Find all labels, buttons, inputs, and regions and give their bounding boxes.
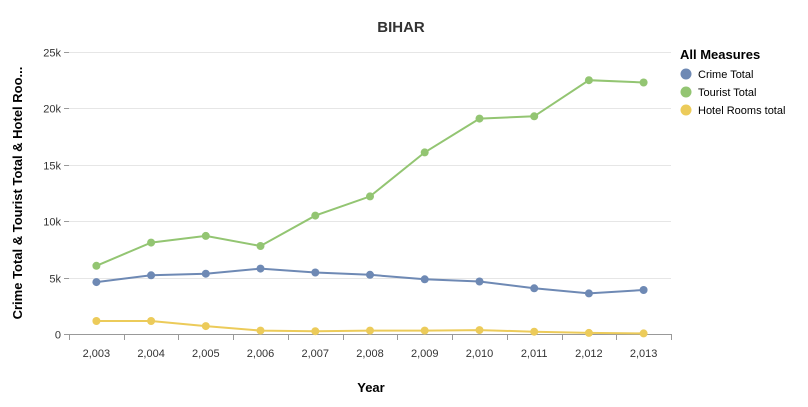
- data-point[interactable]: [366, 326, 374, 335]
- series-layer: [92, 76, 648, 338]
- chart-title: BIHAR: [377, 19, 425, 36]
- data-point[interactable]: [639, 286, 648, 294]
- x-tick-label: 2,013: [630, 348, 658, 360]
- x-tick-label: 2,004: [137, 348, 165, 360]
- data-point[interactable]: [92, 261, 101, 270]
- data-point[interactable]: [475, 277, 484, 286]
- data-point[interactable]: [420, 148, 429, 157]
- y-tick-label: 5k: [49, 274, 61, 286]
- data-point[interactable]: [201, 231, 210, 240]
- data-point[interactable]: [639, 329, 648, 338]
- x-tick-label: 2,011: [521, 348, 548, 360]
- data-point[interactable]: [530, 284, 539, 293]
- y-tick-label: 25k: [43, 48, 61, 60]
- x-tick-label: 2,008: [356, 348, 384, 360]
- data-point[interactable]: [92, 317, 101, 325]
- data-point[interactable]: [475, 114, 484, 123]
- x-tick-label: 2,012: [575, 348, 603, 360]
- data-point[interactable]: [256, 242, 265, 250]
- y-tick-label: 20k: [43, 104, 61, 116]
- legend-label: Crime Total: [698, 69, 753, 81]
- legend-title: All Measures: [680, 47, 760, 62]
- data-point[interactable]: [147, 271, 156, 280]
- x-tick-label: 2,009: [411, 348, 439, 360]
- y-tick-label: 10k: [43, 217, 61, 229]
- data-point[interactable]: [639, 78, 648, 87]
- data-point[interactable]: [147, 317, 156, 325]
- legend-label: Tourist Total: [698, 87, 757, 99]
- data-point[interactable]: [366, 192, 374, 201]
- data-point[interactable]: [420, 275, 429, 284]
- data-point[interactable]: [311, 211, 320, 220]
- data-point[interactable]: [147, 238, 156, 247]
- data-point[interactable]: [92, 278, 101, 287]
- x-tick-label: 2,010: [466, 348, 494, 360]
- legend-marker: [680, 104, 692, 116]
- data-point[interactable]: [530, 112, 539, 121]
- data-point[interactable]: [530, 327, 539, 336]
- data-point[interactable]: [311, 268, 320, 277]
- data-point[interactable]: [475, 326, 484, 335]
- x-axis-title: Year: [357, 380, 384, 395]
- legend-marker: [680, 68, 692, 80]
- data-point[interactable]: [256, 264, 265, 273]
- y-tick-label: 15k: [43, 161, 61, 173]
- legend-marker: [680, 86, 692, 98]
- data-point[interactable]: [311, 327, 320, 336]
- axis-layer: 0 5k 10k 15k 20k 25k 2,003 2,004 2,005 2,006 2,007…: [43, 48, 672, 360]
- data-point[interactable]: [584, 328, 593, 337]
- x-tick-label: 2,003: [83, 348, 111, 360]
- x-tick-label: 2,006: [247, 348, 275, 360]
- x-tick-label: 2,005: [192, 348, 220, 360]
- data-point[interactable]: [584, 289, 593, 298]
- legend-label: Hotel Rooms total: [698, 105, 785, 117]
- x-tick-label: 2,007: [302, 348, 330, 360]
- y-axis-title: Crime Total & Tourist Total & Hotel Roo.…: [10, 67, 25, 320]
- data-point[interactable]: [256, 326, 265, 335]
- data-point[interactable]: [584, 76, 593, 85]
- y-tick-label: 0: [55, 330, 61, 342]
- data-point[interactable]: [201, 322, 210, 331]
- data-point[interactable]: [201, 269, 210, 278]
- data-point[interactable]: [420, 326, 429, 335]
- legend: All Measures Crime Total Tourist Total Hot…: [680, 47, 785, 117]
- grid-layer: [69, 52, 671, 279]
- data-point[interactable]: [366, 270, 374, 279]
